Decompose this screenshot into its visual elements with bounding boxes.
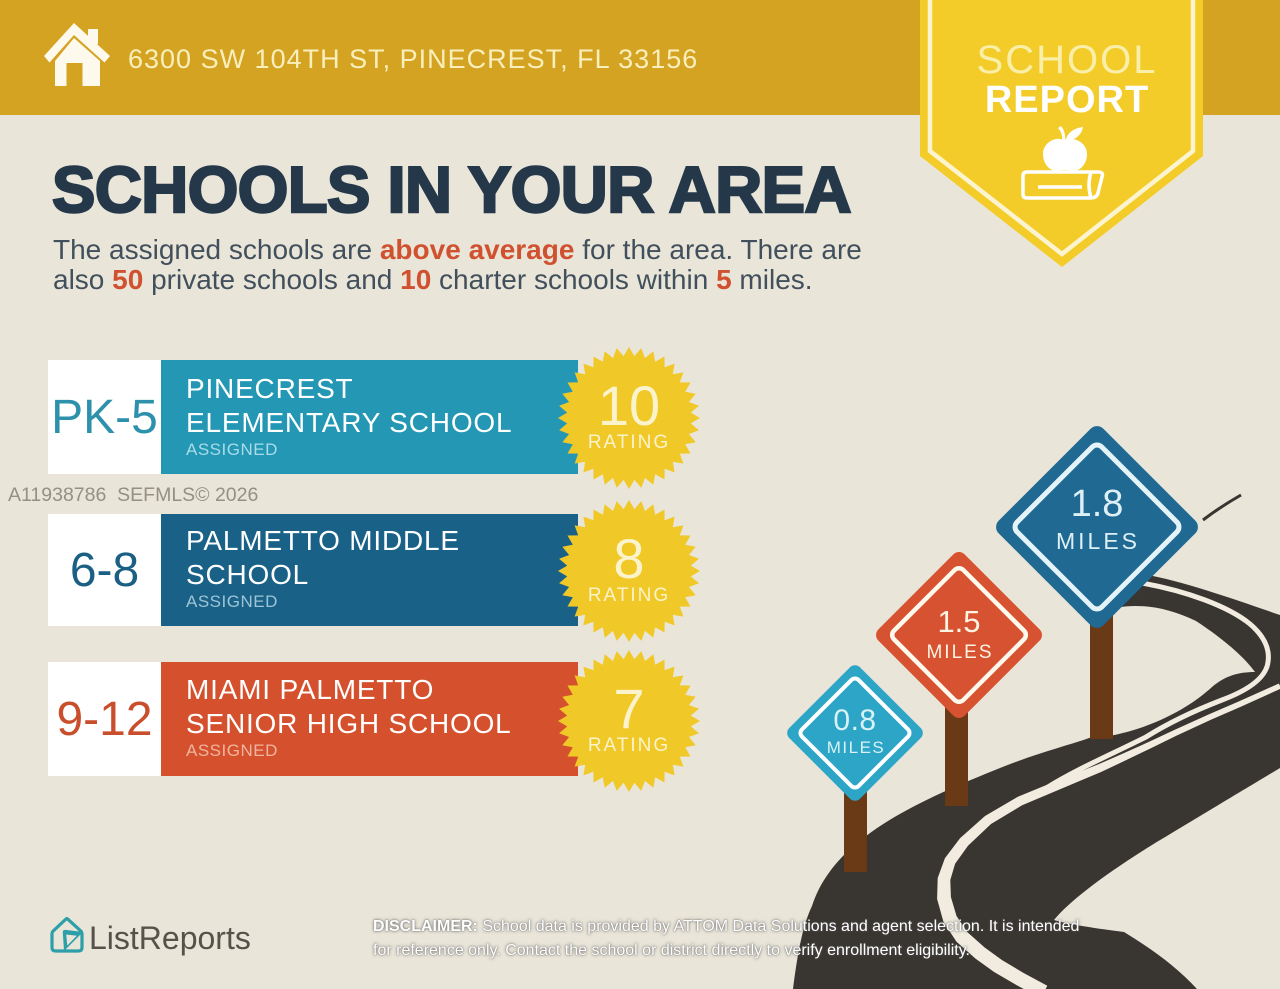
svg-text:7: 7 — [613, 677, 644, 740]
svg-text:8: 8 — [613, 527, 644, 590]
svg-text:1.8: 1.8 — [1071, 483, 1124, 525]
svg-text:MILES: MILES — [827, 738, 886, 757]
svg-text:MILES: MILES — [926, 642, 993, 663]
svg-text:REPORT: REPORT — [985, 79, 1149, 121]
svg-text:SCHOOL: SCHOOL — [977, 38, 1158, 82]
svg-text:0.8: 0.8 — [833, 704, 876, 737]
svg-text:10: 10 — [598, 374, 660, 437]
svg-text:1.5: 1.5 — [937, 604, 980, 639]
svg-text:RATING: RATING — [588, 432, 670, 453]
svg-text:RATING: RATING — [588, 585, 670, 606]
svg-text:RATING: RATING — [588, 735, 670, 756]
svg-text:MILES: MILES — [1056, 528, 1140, 554]
